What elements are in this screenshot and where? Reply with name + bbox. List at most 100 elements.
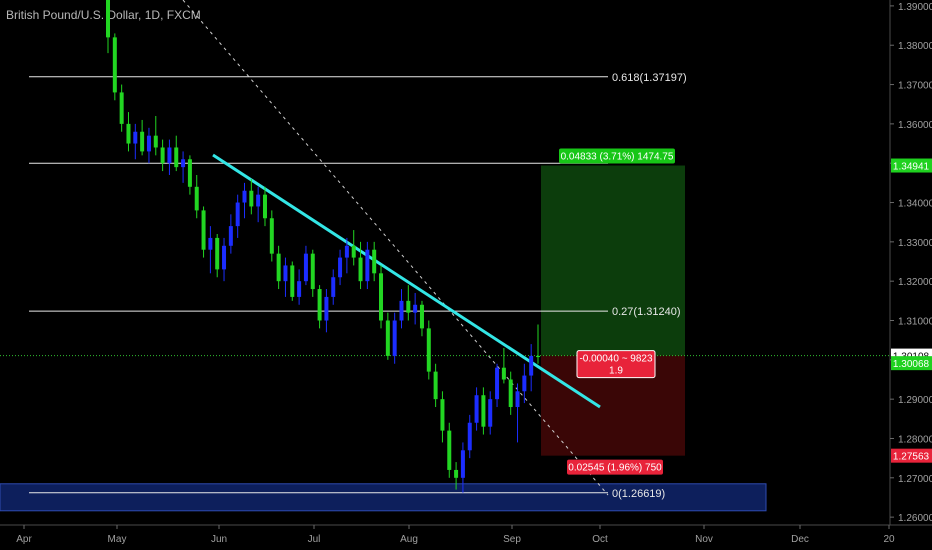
candle-body (187, 159, 192, 187)
candle-body (262, 194, 267, 219)
price-badge-bg (891, 158, 932, 173)
candle-body (379, 273, 384, 321)
price-tick-label: 1.28000 (898, 434, 932, 445)
descending-trendline (212, 153, 601, 409)
candle-body (201, 210, 206, 250)
time-tick-label: Nov (695, 534, 713, 545)
candle-body (385, 320, 390, 356)
candle-body (331, 277, 336, 297)
price-axis[interactable]: 1.390001.380001.370001.360001.350001.340… (889, 0, 932, 525)
time-tick-label: Sep (503, 534, 521, 545)
profit-zone (541, 165, 685, 356)
time-tick-label: 20 (883, 534, 895, 545)
candle-body (119, 92, 124, 124)
time-tick-label: Jul (308, 534, 321, 545)
price-badge-bg (891, 356, 932, 371)
price-tick-label: 1.29000 (898, 395, 932, 406)
candles (106, 0, 540, 493)
candle-body (324, 296, 329, 321)
candle-body (290, 265, 295, 297)
candle-body (126, 123, 131, 144)
candle-body (112, 37, 117, 93)
candle-body (140, 131, 145, 152)
candle-body (536, 355, 540, 358)
target-label-bg (559, 148, 675, 164)
time-tick-label: Oct (592, 534, 608, 545)
target-label: 0.04833 (3.71%) 1474.75 (561, 152, 674, 163)
candle-body (454, 469, 459, 478)
candle-body (174, 147, 179, 168)
fib-level-label: 0.27(1.31240) (612, 306, 681, 318)
candle-body (303, 253, 308, 282)
candle-body (344, 245, 349, 258)
price-tick-label: 1.31000 (898, 317, 932, 328)
time-tick-label: May (108, 534, 127, 545)
price-tick-label: 1.26000 (898, 513, 932, 524)
candle-body (351, 245, 356, 258)
price-badge-label: 1.34941 (893, 162, 930, 173)
price-badge-label: 1.30068 (893, 359, 930, 370)
candle-body (222, 245, 227, 270)
candle-body (433, 371, 438, 400)
candle-body (283, 265, 288, 282)
price-badge-label: 1.27563 (893, 452, 930, 463)
candle-body (447, 430, 452, 470)
candle-body (481, 395, 486, 427)
center-label-line1: -0.00040 ~ 9823 (579, 354, 653, 365)
candle-body (372, 249, 377, 274)
candle-body (488, 399, 493, 427)
candle-body (133, 131, 138, 144)
price-tick-label: 1.38000 (898, 41, 932, 52)
price-badge-bg (891, 448, 932, 463)
candle-body (426, 328, 431, 372)
candle-body (215, 237, 220, 270)
candle-body (515, 391, 520, 408)
candle-body (242, 190, 247, 203)
support-box (0, 483, 767, 512)
candle-body (160, 147, 165, 164)
price-tick-label: 1.37000 (898, 81, 932, 92)
position-labels: 0.04833 (3.71%) 1474.75 0.02545 (1.96%) 7… (559, 148, 675, 475)
price-tick-label: 1.32000 (898, 277, 932, 288)
candle-body (399, 300, 404, 321)
candle-body (413, 304, 418, 313)
stop-label-bg (567, 459, 663, 475)
position-zones (0, 165, 767, 512)
time-tick-label: Dec (791, 534, 809, 545)
fib-level-label: 0(1.26619) (612, 488, 665, 500)
chart-title: British Pound/U.S. Dollar, 1D, FXCM (6, 8, 201, 22)
center-label-bg (576, 350, 656, 379)
candle-body (106, 0, 110, 38)
candle-body (269, 218, 274, 254)
candle-body (249, 190, 254, 207)
candle-body (495, 367, 500, 400)
time-tick-label: Aug (400, 534, 418, 545)
candle-body (365, 249, 370, 282)
candle-body (317, 289, 322, 321)
stop-label: 0.02545 (1.96%) 750 (568, 463, 662, 474)
time-tick-label: Apr (16, 534, 32, 545)
price-tick-label: 1.36000 (898, 120, 932, 131)
price-tick-label: 1.39000 (898, 2, 932, 13)
candle-body (440, 399, 445, 431)
candle-body (228, 226, 233, 246)
candle-body (153, 135, 158, 148)
candle-body (297, 281, 302, 297)
candle-body (522, 375, 527, 392)
candle-body (406, 300, 411, 313)
candle-body (146, 135, 151, 152)
candle-body (460, 450, 465, 478)
candle-body (392, 320, 397, 356)
candle-body (181, 159, 186, 168)
candle-body (194, 186, 199, 211)
candle-body (474, 395, 479, 423)
candle-body (208, 237, 213, 250)
time-axis[interactable]: Apr May Jun Jul Aug Sep Oct Nov Dec 20 (0, 524, 932, 545)
candle-body (235, 202, 240, 227)
candle-body (529, 355, 534, 376)
candle-body (310, 253, 315, 290)
candle-body (501, 367, 506, 380)
price-tick-label: 1.33000 (898, 238, 932, 249)
candle-body (508, 379, 513, 408)
